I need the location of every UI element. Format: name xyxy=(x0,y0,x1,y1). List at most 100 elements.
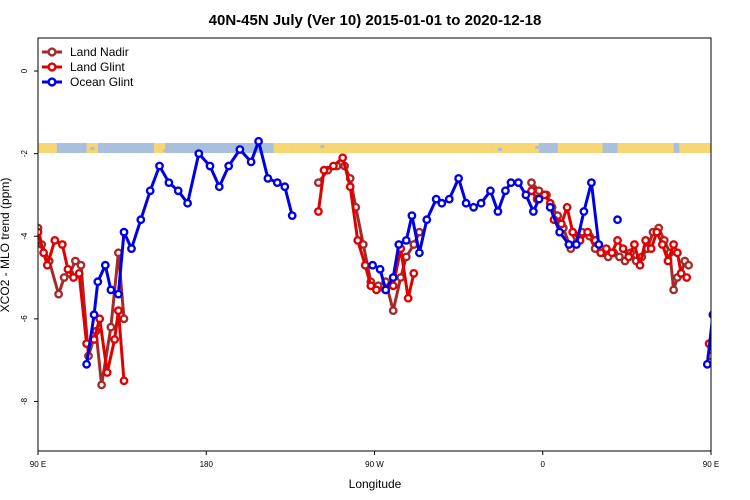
data-point-land-nadir xyxy=(527,178,536,188)
legend-swatch-marker xyxy=(47,77,57,87)
data-point-ocean-glint xyxy=(82,359,92,369)
data-point-ocean-glint xyxy=(375,264,385,274)
data-point-land-glint xyxy=(624,252,634,262)
data-point-land-glint xyxy=(345,182,355,192)
data-point-land-glint xyxy=(607,248,617,258)
data-point-ocean-glint xyxy=(246,157,256,167)
data-point-land-glint xyxy=(646,244,656,254)
data-point-land-glint xyxy=(57,240,67,249)
data-point-ocean-glint xyxy=(437,198,447,208)
data-point-land-glint xyxy=(682,273,692,282)
data-point-ocean-glint xyxy=(444,194,454,204)
data-point-ocean-glint xyxy=(564,240,574,249)
data-point-land-glint xyxy=(328,161,338,171)
x-tick-label: 90 E xyxy=(30,460,46,469)
strip-speck xyxy=(163,149,168,152)
series-layer xyxy=(38,136,738,390)
strip-land xyxy=(679,143,711,153)
data-point-ocean-glint xyxy=(194,149,204,159)
data-point-land-glint xyxy=(360,260,370,270)
data-point-ocean-glint xyxy=(263,173,273,183)
series-line-land-glint xyxy=(709,342,711,346)
data-point-ocean-glint xyxy=(454,173,463,183)
strip-speck xyxy=(550,150,555,153)
data-point-land-glint xyxy=(119,376,129,386)
strip-land xyxy=(733,143,750,153)
data-point-land-nadir xyxy=(59,273,69,282)
y-tick-label: -6 xyxy=(20,315,29,323)
data-point-ocean-glint xyxy=(723,262,729,268)
data-point-ocean-glint xyxy=(272,178,282,188)
data-point-ocean-glint xyxy=(414,248,424,258)
data-point-land-nadir xyxy=(723,382,729,388)
data-point-land-glint xyxy=(652,227,662,237)
data-point-ocean-glint xyxy=(381,285,391,295)
legend-item-ocean-glint: Ocean Glint xyxy=(42,75,134,89)
data-point-ocean-glint xyxy=(594,240,604,249)
series-line-land-glint xyxy=(530,189,688,279)
data-point-ocean-glint xyxy=(183,198,193,208)
data-point-land-glint xyxy=(69,273,78,282)
data-point-ocean-glint xyxy=(155,161,164,171)
data-point-ocean-glint xyxy=(394,240,404,249)
data-point-ocean-glint xyxy=(529,207,538,216)
data-point-ocean-glint xyxy=(127,244,136,254)
series-line-ocean-glint xyxy=(371,176,541,292)
strip-land xyxy=(617,143,674,153)
series-line-land-glint xyxy=(38,231,126,381)
data-point-land-nadir xyxy=(732,324,738,330)
data-point-land-glint xyxy=(102,368,112,377)
data-point-land-nadir xyxy=(388,306,398,315)
data-point-ocean-glint xyxy=(173,186,183,196)
data-point-land-glint xyxy=(663,256,673,266)
data-point-land-glint xyxy=(618,244,628,254)
series-line-ocean-glint xyxy=(705,318,711,365)
strip-land xyxy=(292,143,330,153)
data-point-ocean-glint xyxy=(368,260,377,270)
strip-land xyxy=(492,143,540,153)
data-point-land-nadir xyxy=(684,260,693,270)
plot-frame xyxy=(37,37,712,452)
data-point-land-glint xyxy=(74,268,84,278)
data-point-ocean-glint xyxy=(401,235,411,245)
data-point-ocean-glint xyxy=(93,277,103,287)
data-point-ocean-glint xyxy=(388,273,398,282)
strip-land xyxy=(389,143,431,153)
data-point-land-nadir xyxy=(119,314,129,324)
legend-swatch-marker xyxy=(47,47,57,57)
data-point-land-glint xyxy=(409,268,419,278)
data-point-land-glint xyxy=(319,165,329,175)
data-point-land-nadir xyxy=(669,285,678,295)
data-point-ocean-glint xyxy=(534,194,544,204)
legend-label: Land Glint xyxy=(70,60,125,74)
data-point-ocean-glint xyxy=(500,186,510,196)
x-axis-ticks: 90 E 180 90 W 0 90 E xyxy=(30,451,719,469)
data-point-land-glint xyxy=(596,248,606,258)
data-point-ocean-glint xyxy=(214,182,224,192)
data-point-land-nadir xyxy=(54,289,63,299)
data-point-land-glint xyxy=(388,281,398,291)
data-point-land-glint xyxy=(713,340,719,346)
legend-item-land-glint: Land Glint xyxy=(42,60,125,74)
data-point-ocean-glint xyxy=(572,240,581,249)
data-point-land-nadir xyxy=(106,322,116,332)
data-point-ocean-glint xyxy=(205,161,215,171)
data-point-land-glint xyxy=(613,235,622,245)
data-point-ocean-glint xyxy=(280,182,290,192)
data-point-land-glint xyxy=(658,240,667,249)
data-point-ocean-glint xyxy=(164,178,174,188)
data-point-ocean-glint xyxy=(100,260,110,270)
data-point-land-glint xyxy=(313,207,323,216)
data-point-land-glint xyxy=(669,240,678,249)
data-point-ocean-glint xyxy=(728,287,734,293)
data-point-land-glint xyxy=(673,248,682,258)
data-point-land-glint xyxy=(95,314,105,324)
data-point-land-glint xyxy=(527,186,536,196)
strip-speck xyxy=(675,149,680,152)
x-tick-label: 90 W xyxy=(365,460,384,469)
data-point-ocean-glint xyxy=(702,359,711,369)
data-point-ocean-glint xyxy=(579,207,589,216)
series-ocean-glint xyxy=(82,136,734,369)
data-point-land-glint xyxy=(728,369,734,375)
strip-speck xyxy=(90,147,95,150)
